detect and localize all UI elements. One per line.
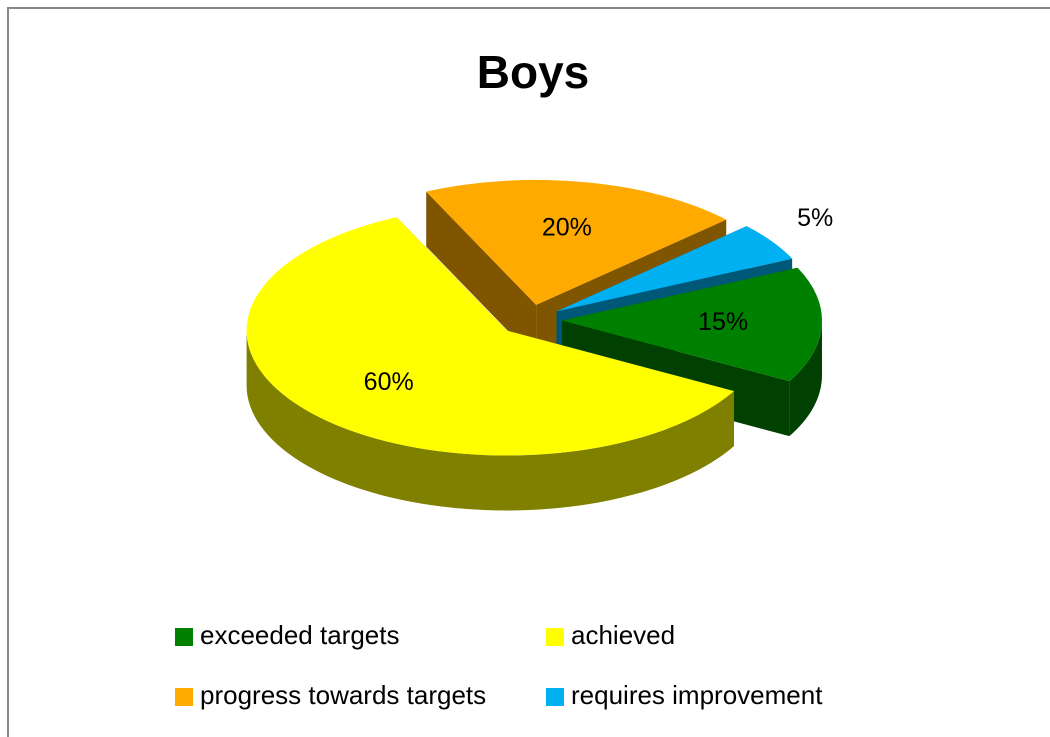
data-label: 15% (698, 308, 748, 336)
chart-title: Boys (477, 46, 589, 98)
legend-swatch (175, 688, 193, 706)
data-label: 60% (364, 368, 414, 396)
legend-label: achieved (571, 620, 675, 650)
slice-outer-side (789, 320, 822, 437)
pie-slice (556, 226, 793, 312)
legend-label: progress towards targets (200, 680, 486, 710)
slice-outer-side (246, 330, 734, 511)
pie-slice (246, 217, 734, 456)
pie-slice (426, 179, 727, 305)
legend-swatch (546, 628, 564, 646)
legend-swatch (546, 688, 564, 706)
legend-swatch (175, 628, 193, 646)
data-label: 20% (542, 213, 592, 241)
legend-label: exceeded targets (200, 620, 399, 650)
slice-radial-side (426, 191, 537, 360)
data-label: 5% (797, 204, 833, 232)
legend-label: requires improvement (571, 680, 823, 710)
pie-slice (561, 267, 822, 382)
